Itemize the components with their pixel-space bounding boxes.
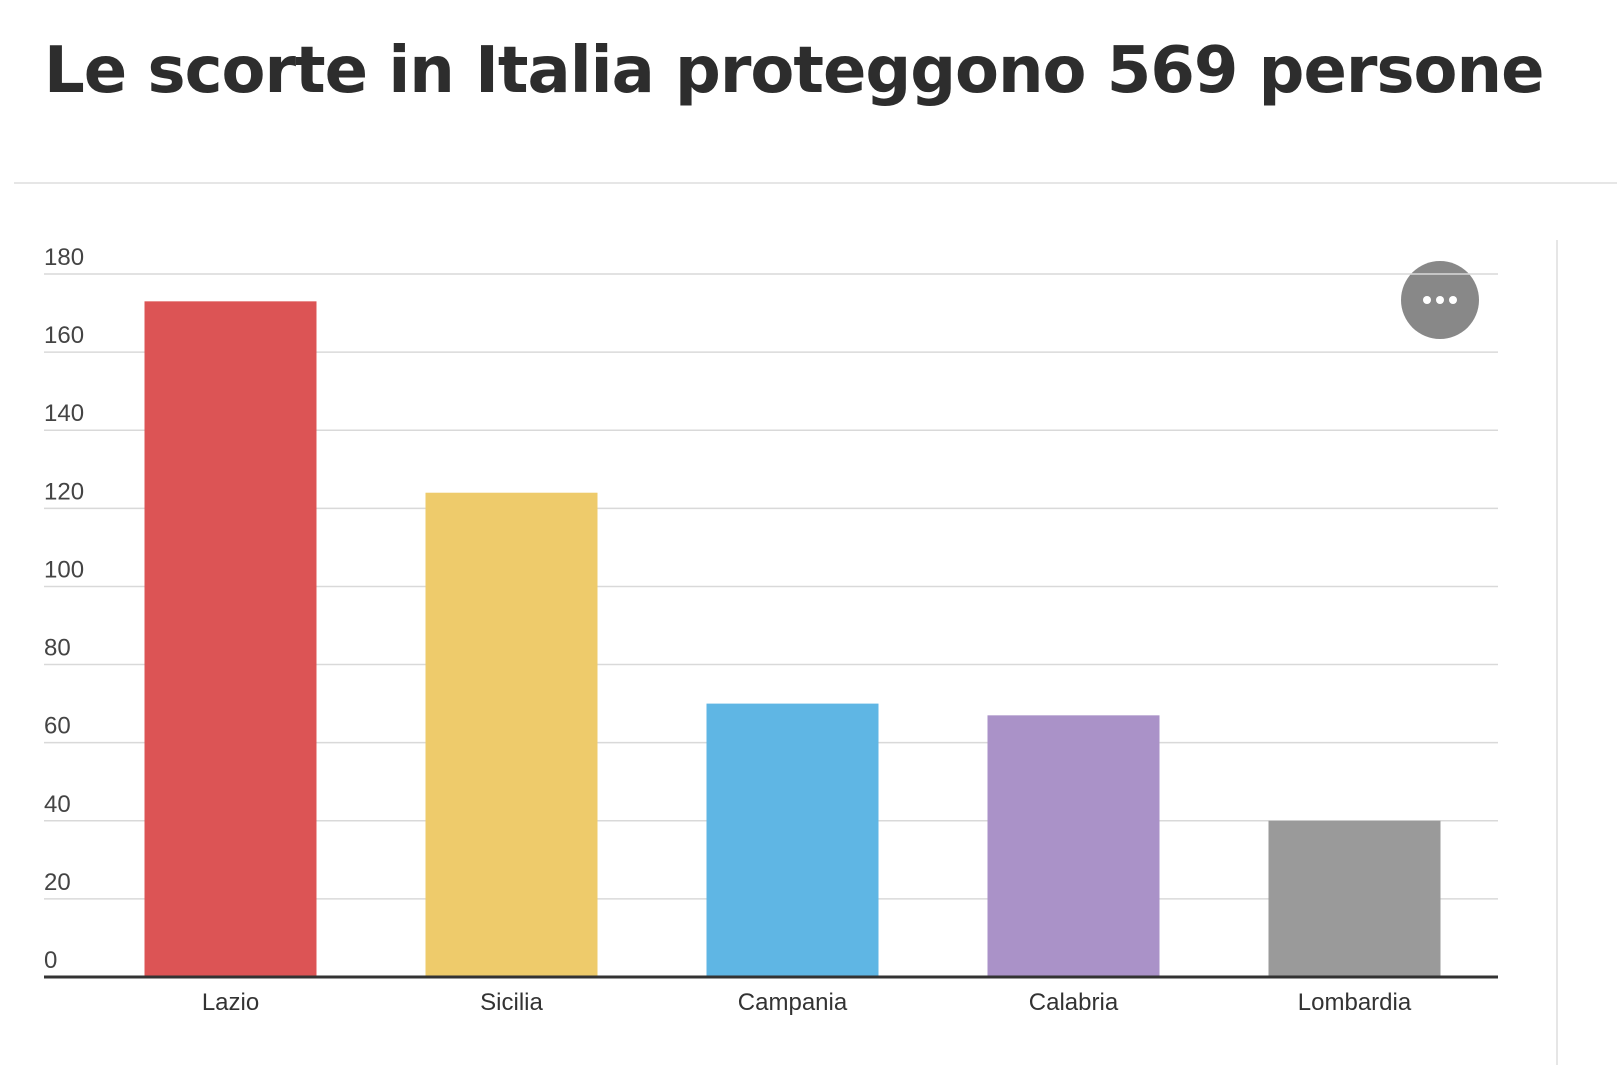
y-tick-label: 60 [44,713,71,740]
y-tick-label: 40 [44,791,71,818]
x-tick-label: Lazio [202,989,259,1016]
y-tick-label: 140 [44,400,84,427]
chart-title: Le scorte in Italia proteggono 569 perso… [44,34,1543,108]
x-tick-label: Sicilia [480,989,543,1016]
bar [425,492,598,977]
x-tick-label: Calabria [1029,989,1119,1016]
bar [144,301,317,978]
bar [706,703,879,977]
y-tick-label: 80 [44,635,71,662]
bar [1268,820,1441,977]
menu-button[interactable] [1401,261,1479,339]
x-tick-label: Lombardia [1298,989,1412,1016]
x-tick-label: Campania [738,989,848,1016]
menu-dot [1436,296,1444,304]
y-tick-label: 120 [44,478,84,505]
y-tick-label: 0 [44,947,57,974]
y-tick-label: 160 [44,322,84,349]
y-tick-label: 180 [44,244,84,271]
y-tick-label: 100 [44,556,84,583]
y-tick-label: 20 [44,869,71,896]
menu-dot [1423,296,1431,304]
bar [987,715,1160,977]
menu-dot [1449,296,1457,304]
